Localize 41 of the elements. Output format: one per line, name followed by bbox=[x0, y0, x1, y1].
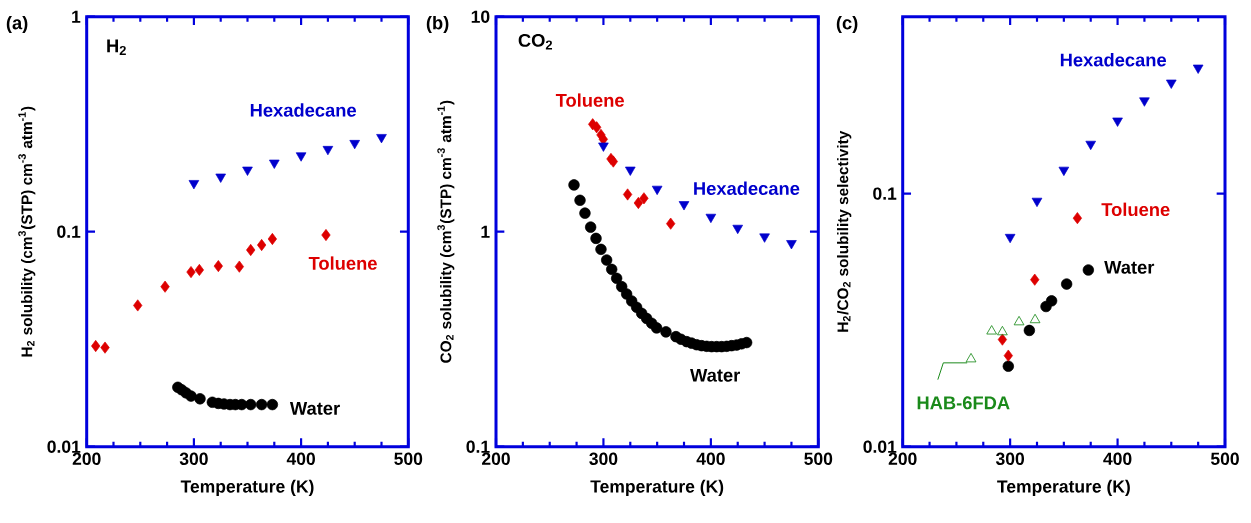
x-tick-label: 500 bbox=[394, 452, 423, 465]
x-tick-label: 300 bbox=[179, 452, 208, 466]
y-tick-label: 10 bbox=[471, 10, 490, 23]
series-label: Hexadecane bbox=[694, 181, 800, 196]
chart-title: (a) bbox=[6, 15, 28, 33]
x-tick-label: 500 bbox=[804, 452, 833, 465]
x-tick-label: 400 bbox=[286, 452, 315, 465]
text: CO$_{2}$ solubility (cm$^{3}$(STP) cm$^{-3}$ atm$^{-1}$) bbox=[437, 100, 455, 363]
chart-title: (b) bbox=[426, 15, 449, 33]
text: H$_{2}$ solubility (cm$^{3}$(STP) cm$^{-3}$ atm$^{-1}$) bbox=[18, 106, 36, 357]
annotation: CO$_{2}$ bbox=[518, 33, 553, 50]
y-tick-label: 0.01 bbox=[863, 440, 897, 453]
y-tick-label: 1 bbox=[481, 225, 490, 238]
y-axis-title: H$_{2}$/CO$_{2}$ solubility selectivity bbox=[837, 130, 852, 332]
x-axis-title: Temperature (K) bbox=[590, 479, 724, 497]
x-tick-label: 500 bbox=[1210, 452, 1239, 465]
x-tick-label: 200 bbox=[72, 452, 101, 465]
x-tick-label: 300 bbox=[589, 452, 618, 466]
y-tick-label: 0.1 bbox=[57, 225, 81, 238]
x-tick-label: 200 bbox=[888, 452, 917, 465]
series-label: Hexadecane bbox=[250, 103, 356, 117]
series-label: Water bbox=[289, 402, 340, 415]
y-tick-label: 0.1 bbox=[873, 187, 897, 200]
y-tick-label: 1 bbox=[72, 10, 81, 23]
x-tick-label: 200 bbox=[482, 452, 510, 465]
x-tick-label: 400 bbox=[696, 452, 725, 465]
series-label: Water bbox=[1104, 261, 1155, 274]
x-axis-title: Temperature (K) bbox=[997, 479, 1130, 497]
x-tick-label: 400 bbox=[1103, 452, 1132, 465]
series-label: Toluene bbox=[555, 93, 624, 107]
x-axis-title: Temperature (K) bbox=[180, 479, 314, 497]
series-label: Water bbox=[690, 368, 740, 382]
legend-label: HAB-6FDA bbox=[917, 396, 1010, 410]
chart-title: (c) bbox=[836, 15, 858, 33]
y-tick-label: 0.01 bbox=[47, 440, 81, 453]
series-label: Toluene bbox=[308, 256, 377, 270]
series-label: Toluene bbox=[1101, 202, 1170, 217]
x-tick-label: 300 bbox=[995, 452, 1025, 466]
y-tick-label: 0.1 bbox=[466, 440, 490, 453]
annotation: H$_{2}$ bbox=[107, 39, 126, 55]
series-label: Hexadecane bbox=[1060, 52, 1167, 67]
